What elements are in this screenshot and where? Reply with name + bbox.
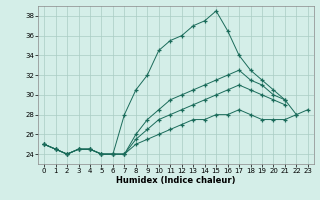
X-axis label: Humidex (Indice chaleur): Humidex (Indice chaleur) <box>116 176 236 185</box>
